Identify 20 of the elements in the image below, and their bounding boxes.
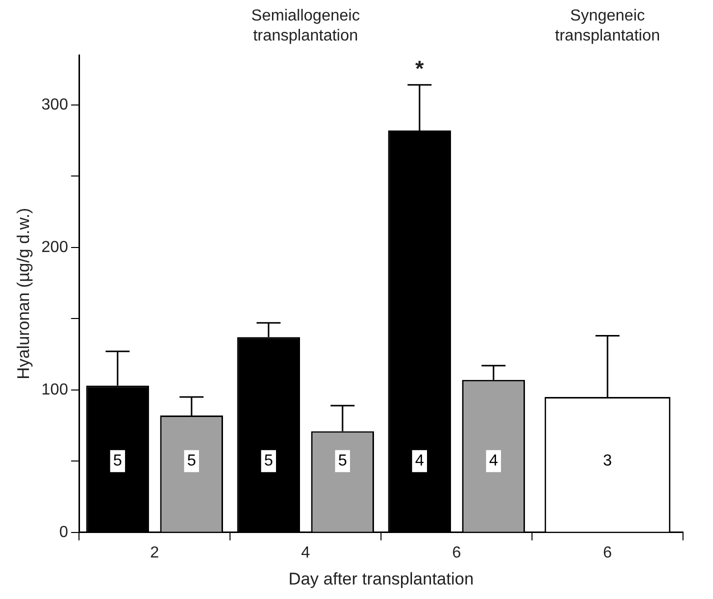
annotation: 4 (415, 452, 424, 470)
annotation: 5 (264, 452, 274, 470)
x-tick-label: 6 (603, 544, 612, 562)
annotation: 4 (489, 452, 498, 470)
annotation: 5 (338, 452, 348, 470)
y-tick-label: 300 (41, 96, 68, 114)
text: Semiallogeneic transplantation (251, 7, 360, 44)
x-tick-label: 4 (301, 544, 310, 562)
annotation: 5 (187, 452, 196, 470)
y-tick-label: 0 (59, 524, 68, 541)
y-axis-title: Hyaluronan (µg/g d.w.) (14, 208, 33, 380)
x-tick-label: 2 (150, 544, 160, 562)
y-tick-label: 100 (41, 381, 68, 398)
text: Syngeneic transplantation (555, 7, 660, 44)
annotation: 5 (113, 452, 122, 470)
y-tick-label: 200 (41, 238, 68, 256)
x-axis-title: Day after transplantation (288, 569, 474, 588)
x-tick-label: 6 (452, 544, 462, 562)
annotation: * (415, 56, 424, 81)
annotation: 3 (603, 452, 612, 470)
